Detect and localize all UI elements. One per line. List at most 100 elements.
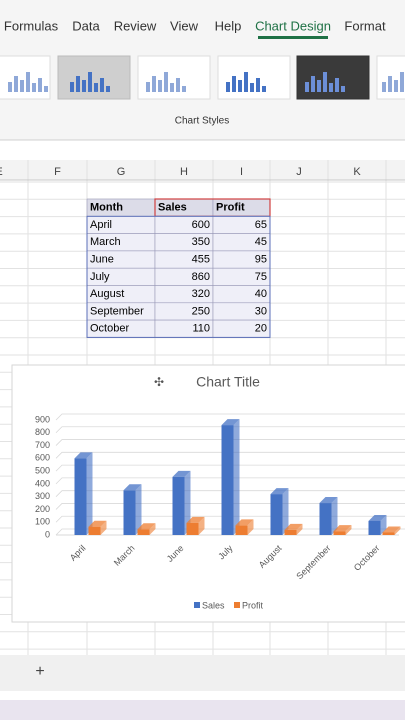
thumb-bar [106,86,110,92]
bar-side [282,488,289,535]
add-sheet-button[interactable]: + [35,663,44,680]
thumb-bar [305,82,309,92]
column-header[interactable]: K [353,166,361,178]
cell-text: 250 [192,305,210,317]
style-gallery [0,55,405,100]
thumb-bar [158,80,162,92]
y-tick-label: 700 [35,440,50,450]
grid-line [55,413,405,421]
thumb-bar [38,78,42,92]
column-header[interactable]: G [117,166,126,178]
y-tick-label: 500 [35,465,50,475]
thumb-bar [250,83,254,92]
bar-side [247,519,254,535]
style-thumb[interactable] [137,55,211,100]
style-thumb[interactable] [57,55,131,100]
chart-area[interactable] [11,364,405,623]
legend-label: Sales [202,600,225,610]
bar [368,520,381,535]
bar [172,476,185,535]
bar [221,425,234,535]
cell-text: 20 [255,323,267,335]
thumb-bar [388,76,392,92]
ribbon-tab[interactable]: Format [344,18,386,33]
ribbon-tab[interactable]: Help [215,18,242,33]
thumb-bar [341,86,345,92]
thumb-bar [226,82,230,92]
grid-line [55,515,405,523]
thumb-bar [76,76,80,92]
bar [382,532,395,535]
chart-title[interactable]: Chart Title [196,374,260,390]
bar-side [184,470,191,535]
thumb-bar [176,78,180,92]
y-tick-label: 600 [35,453,50,463]
column-header[interactable]: E [0,166,3,178]
column-header[interactable]: J [296,166,302,178]
bar [270,494,283,535]
ribbon-tab[interactable]: Chart Design [255,18,331,33]
cell-text: 40 [255,288,267,300]
cell-text: 65 [255,219,267,231]
column-header[interactable]: F [54,166,61,178]
thumb-bar [262,86,266,92]
header-text: Sales [158,202,187,214]
style-thumb[interactable] [0,55,51,100]
legend-swatch [234,602,240,608]
cell-text: 320 [192,288,210,300]
bar [74,458,87,535]
ribbon-tab[interactable]: Formulas [4,18,59,33]
cell-text: 110 [192,323,210,335]
bar [88,526,101,535]
thumb-bar [170,83,174,92]
cell-text: 30 [255,305,267,317]
grid-line [55,439,405,446]
cell-text: 860 [192,271,210,283]
header-text: Month [90,202,123,214]
thumb-bar [394,80,398,92]
cell-text: June [90,253,114,265]
thumb-bar [238,80,242,92]
bar [186,522,199,535]
bar [333,531,346,535]
cell-text: 350 [192,236,210,248]
bar-side [100,520,107,535]
column-header[interactable]: I [240,166,243,178]
y-tick-label: 0 [45,529,50,539]
y-tick-label: 200 [35,504,50,514]
bar [319,503,332,535]
style-thumb[interactable] [217,55,291,100]
ribbon-tab[interactable]: Review [114,18,157,33]
ribbon-tab[interactable]: View [170,18,199,33]
cell-text: July [90,271,110,283]
y-tick-label: 400 [35,478,50,488]
cell-text: April [90,219,112,231]
bar-side [345,525,352,535]
move-icon: ✣ [154,375,164,389]
y-tick-label: 800 [35,427,50,437]
thumb-bar [382,82,386,92]
cell-text: 600 [192,219,210,231]
cell-text: 75 [255,271,267,283]
column-header[interactable]: H [180,166,188,178]
ribbon-tab[interactable]: Data [72,18,100,33]
active-tab-underline [258,36,328,39]
thumb-bar [32,83,36,92]
thumb-bar [311,76,315,92]
data-range-border [86,215,271,338]
thumb-bar [100,78,104,92]
cell-text: 95 [255,253,267,265]
bar-side [86,452,93,535]
cell-text: March [90,236,121,248]
thumb-bar [44,86,48,92]
cell-text: 455 [192,253,210,265]
thumb-bar [182,86,186,92]
column-header-bar [0,160,405,180]
style-thumb[interactable] [296,55,370,100]
group-label: Chart Styles [175,116,229,127]
grid-line [55,477,405,485]
thumb-bar [82,80,86,92]
bar-side [233,419,240,535]
thumb-bar [152,76,156,92]
